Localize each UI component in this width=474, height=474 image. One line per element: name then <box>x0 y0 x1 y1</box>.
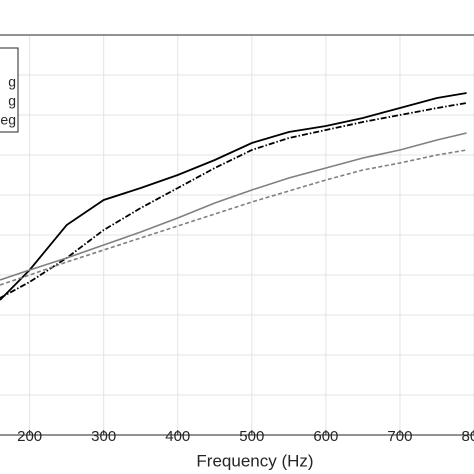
x-tick-label: 700 <box>387 428 412 445</box>
series-line <box>0 149 467 286</box>
x-tick-label: 600 <box>313 428 338 445</box>
plot-frame <box>0 34 474 436</box>
series-line <box>0 92 467 301</box>
legend-label: eg <box>0 112 16 128</box>
x-tick-label: 500 <box>239 428 264 445</box>
series-line <box>0 102 467 299</box>
x-tick-label: 200 <box>17 428 42 445</box>
x-tick-label: 800 <box>461 428 474 445</box>
legend-label: g <box>8 93 16 109</box>
x-axis-title: Frequency (Hz) <box>196 451 313 470</box>
x-tick-label: 300 <box>91 428 116 445</box>
series-line <box>0 132 467 281</box>
legend-label: g <box>8 74 16 90</box>
x-tick-label: 400 <box>165 428 190 445</box>
legend-box <box>0 47 19 133</box>
